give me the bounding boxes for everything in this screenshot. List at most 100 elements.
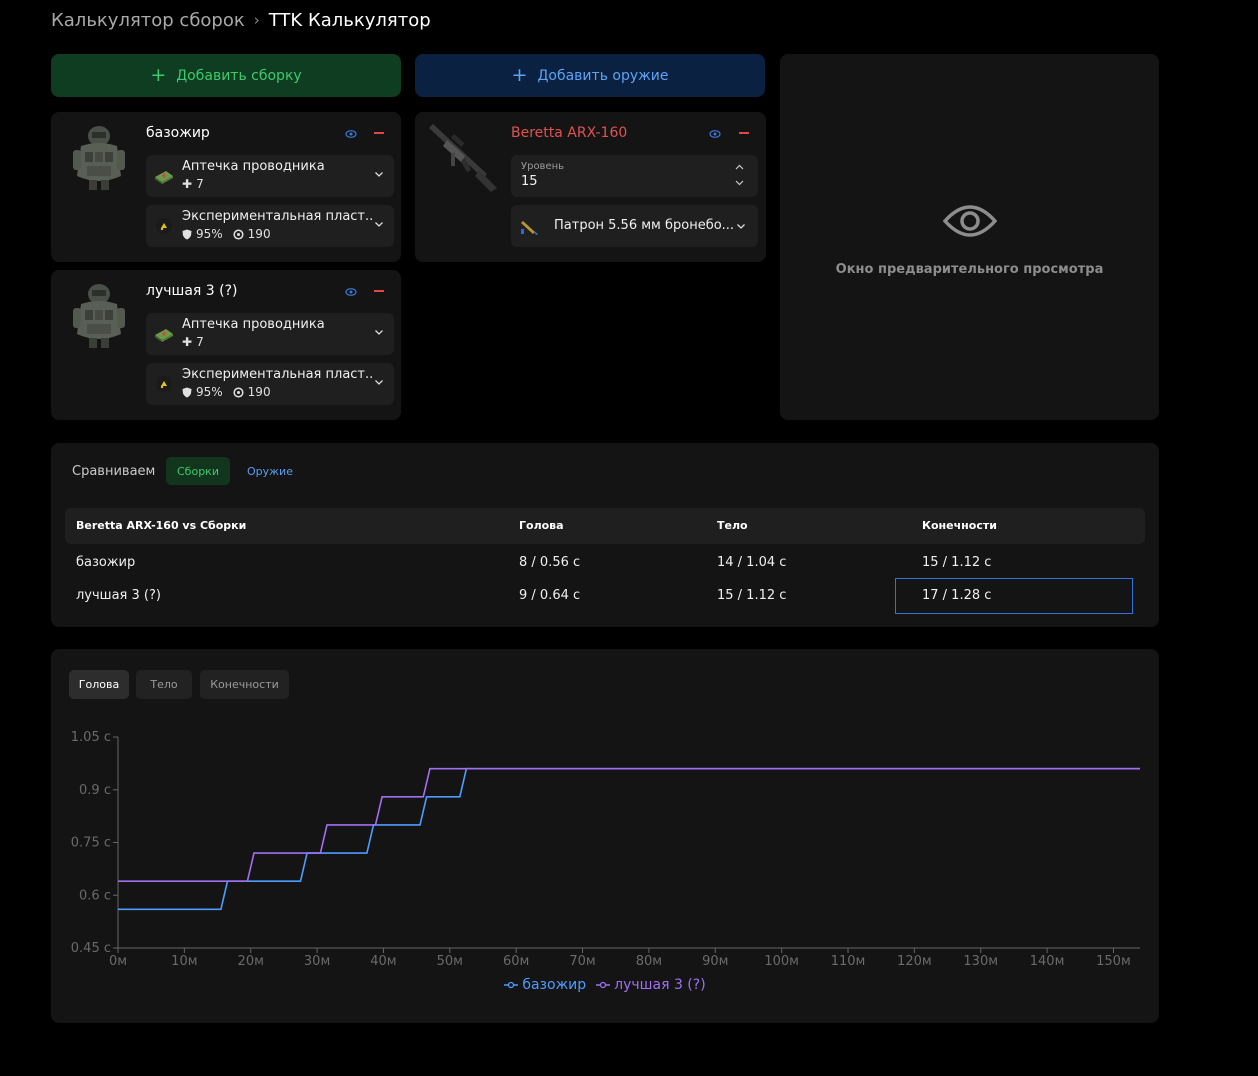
table-cell: лучшая 3 (?) [76, 588, 161, 603]
legend-item[interactable]: лучшая 3 (?) [596, 977, 706, 993]
chevron-down-icon[interactable] [735, 179, 744, 186]
remove-build-button[interactable] [374, 132, 384, 134]
tab-weapons[interactable]: Оружие [247, 464, 293, 478]
x-tick-label: 60м [503, 954, 529, 969]
build-card: базожир Аптечка проводника ✚ 7 Экспериме… [51, 112, 401, 262]
chart-tab-limbs[interactable]: Конечности [200, 670, 289, 699]
legend-label: базожир [522, 977, 587, 993]
table-cell[interactable]: 17 / 1.28 с [922, 588, 992, 603]
selected-cell-highlight [895, 578, 1133, 614]
eye-icon [943, 205, 997, 237]
durability-icon [233, 228, 244, 240]
x-tick-label: 100м [764, 954, 799, 969]
table-cell: базожир [76, 555, 136, 570]
build-item-select[interactable]: Аптечка проводника ✚ 7 [146, 155, 394, 197]
shield-icon [182, 387, 192, 397]
compare-panel: Сравниваем Сборки Оружие Beretta ARX-160… [51, 443, 1159, 627]
legend-line-marker-icon [504, 981, 519, 989]
eye-icon[interactable] [345, 286, 357, 298]
rifle-icon [429, 124, 497, 192]
chevron-up-icon[interactable] [735, 164, 744, 171]
armor-vest-icon [73, 284, 125, 348]
table-cell[interactable]: 9 / 0.64 с [519, 588, 581, 603]
heal-count: 7 [196, 335, 204, 349]
build-item-select[interactable]: Аптечка проводника ✚ 7 [146, 313, 394, 355]
x-tick-label: 50м [437, 954, 463, 969]
x-tick-label: 80м [636, 954, 662, 969]
level-stepper[interactable]: Уровень 15 [511, 155, 758, 197]
heal-cross-icon: ✚ [182, 335, 193, 349]
chevron-down-icon [375, 172, 383, 177]
build-item-select[interactable]: Экспериментальная пласт... 95% 190 [146, 205, 394, 247]
build-name: базожир [146, 125, 210, 141]
legend-line-marker-icon [596, 981, 611, 989]
item-stats: 95% 190 [182, 385, 271, 399]
ttk-chart: 0.45 с 0.6 с 0.75 с 0.9 с 1.05 с 0м 10м 20м 30м 4… [71, 730, 1140, 969]
table-row: лучшая 3 (?) 9 / 0.64 с 15 / 1.12 с 17 /… [65, 580, 1145, 612]
chevron-right-icon: › [253, 11, 260, 29]
legend-item[interactable]: базожир [504, 977, 586, 993]
table-cell[interactable]: 14 / 1.04 с [717, 555, 787, 570]
add-build-label: Добавить сборку [176, 67, 302, 84]
build-item-select[interactable]: Экспериментальная пласт... 95% 190 [146, 363, 394, 405]
eye-icon[interactable] [709, 128, 721, 140]
y-tick-label: 0.75 с [71, 836, 111, 851]
medkit-icon [155, 171, 173, 184]
series-line [118, 767, 1140, 911]
armor-durability: 190 [247, 227, 271, 241]
add-build-button[interactable]: + Добавить сборку [51, 54, 401, 97]
x-tick-label: 30м [304, 954, 330, 969]
bullet-icon [521, 221, 538, 235]
weapon-card: Beretta ARX-160 Уровень 15 Патрон 5.56 м… [415, 112, 766, 262]
heal-count: 7 [196, 177, 204, 191]
legend-label: лучшая 3 (?) [614, 977, 706, 993]
preview-placeholder: Окно предварительного просмотра [835, 262, 1104, 277]
chart-legend: базожир лучшая 3 (?) [51, 977, 1159, 993]
x-tick-label: 130м [963, 954, 998, 969]
chart-tab-body[interactable]: Тело [136, 670, 192, 699]
chevron-down-icon [375, 222, 383, 227]
x-tick-label: 10м [171, 954, 197, 969]
table-cell[interactable]: 15 / 1.12 с [922, 555, 992, 570]
y-tick-label: 0.45 с [71, 941, 111, 956]
item-name: Экспериментальная пласт... [182, 209, 372, 224]
x-tick-label: 70м [569, 954, 595, 969]
weapon-name: Beretta ARX-160 [511, 125, 628, 141]
remove-weapon-button[interactable] [739, 132, 749, 134]
table-cell[interactable]: 15 / 1.12 с [717, 588, 787, 603]
item-stats: 95% 190 [182, 227, 271, 241]
plus-icon: + [150, 64, 167, 86]
y-tick-label: 0.6 с [79, 888, 111, 903]
x-tick-label: 110м [831, 954, 866, 969]
table-row: базожир 8 / 0.56 с 14 / 1.04 с 15 / 1.12… [65, 547, 1145, 579]
table-header: Beretta ARX-160 vs Сборки Голова Тело Ко… [65, 508, 1145, 544]
column-header: Beretta ARX-160 vs Сборки [76, 519, 247, 532]
remove-build-button[interactable] [374, 290, 384, 292]
build-card: лучшая 3 (?) Аптечка проводника ✚ 7 Эксп… [51, 270, 401, 420]
add-weapon-button[interactable]: + Добавить оружие [415, 54, 765, 97]
x-tick-label: 20м [238, 954, 264, 969]
level-value: 15 [521, 174, 538, 189]
armor-durability: 190 [247, 385, 271, 399]
item-stats: ✚ 7 [182, 335, 204, 349]
x-tick-label: 40м [370, 954, 396, 969]
column-header: Тело [717, 519, 748, 532]
chevron-down-icon [375, 330, 383, 335]
item-name: Аптечка проводника [182, 159, 325, 174]
armor-plate-icon [156, 376, 172, 392]
page-title: TTK Калькулятор [268, 9, 431, 31]
chart-tab-head[interactable]: Голова [69, 670, 129, 699]
shield-icon [182, 229, 192, 239]
breadcrumb-parent-link[interactable]: Калькулятор сборок [51, 9, 245, 31]
x-tick-label: 90м [702, 954, 728, 969]
preview-panel: Окно предварительного просмотра [780, 54, 1159, 420]
column-header: Голова [519, 519, 564, 532]
level-label: Уровень [521, 161, 565, 172]
ammo-select[interactable]: Патрон 5.56 мм бронебо... [511, 205, 758, 247]
durability-icon [233, 386, 244, 398]
tab-builds[interactable]: Сборки [166, 457, 230, 485]
compare-label: Сравниваем [72, 464, 156, 479]
eye-icon[interactable] [345, 128, 357, 140]
y-tick-label: 1.05 с [71, 730, 111, 745]
table-cell[interactable]: 8 / 0.56 с [519, 555, 581, 570]
